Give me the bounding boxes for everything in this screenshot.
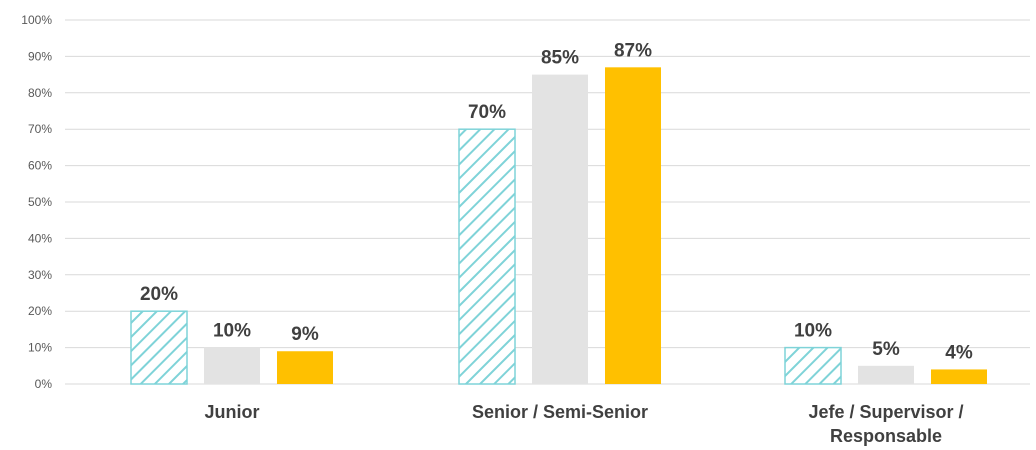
data-labels: 20% 70% 10% 10% 85% 5% 9% 87% 4% bbox=[140, 40, 973, 363]
data-label: 4% bbox=[945, 342, 973, 363]
y-tick-label: 100% bbox=[21, 13, 52, 27]
y-tick-label: 90% bbox=[28, 49, 52, 63]
bar bbox=[784, 346, 842, 385]
bar bbox=[532, 74, 588, 384]
bar bbox=[605, 67, 661, 384]
y-tick-label: 0% bbox=[35, 377, 53, 391]
data-label: 85% bbox=[541, 48, 579, 69]
data-label: 20% bbox=[140, 284, 178, 305]
data-label: 70% bbox=[468, 102, 506, 123]
y-tick-label: 60% bbox=[28, 159, 52, 173]
bars bbox=[130, 67, 987, 385]
bar bbox=[931, 369, 987, 384]
bar bbox=[204, 347, 260, 384]
x-category-label: Junior bbox=[204, 402, 259, 422]
y-tick-label: 20% bbox=[28, 304, 52, 318]
y-axis: 0% 10% 20% 30% 40% 50% 60% 70% 80% 90% 100% bbox=[21, 13, 52, 391]
bar bbox=[130, 310, 188, 385]
x-category-label: Responsable bbox=[830, 426, 942, 446]
x-category-label: Jefe / Supervisor / bbox=[808, 402, 963, 422]
data-label: 10% bbox=[794, 321, 832, 342]
data-label: 87% bbox=[614, 40, 652, 61]
bar bbox=[858, 365, 914, 384]
bar bbox=[277, 351, 333, 384]
x-axis: Junior Senior / Semi-Senior Jefe / Supervi… bbox=[204, 402, 963, 446]
bar bbox=[458, 128, 516, 385]
y-tick-label: 10% bbox=[28, 341, 52, 355]
y-tick-label: 50% bbox=[28, 195, 52, 209]
data-label: 5% bbox=[872, 339, 900, 360]
data-label: 9% bbox=[291, 324, 319, 345]
x-category-label: Senior / Semi-Senior bbox=[472, 402, 648, 422]
y-tick-label: 30% bbox=[28, 268, 52, 282]
y-tick-label: 80% bbox=[28, 86, 52, 100]
data-label: 10% bbox=[213, 321, 251, 342]
y-tick-label: 40% bbox=[28, 231, 52, 245]
y-tick-label: 70% bbox=[28, 122, 52, 136]
